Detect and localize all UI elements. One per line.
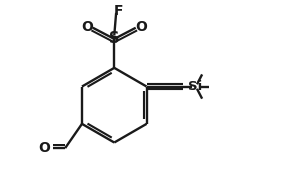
Text: O: O xyxy=(82,20,93,34)
Text: F: F xyxy=(114,4,124,18)
Text: S: S xyxy=(109,31,119,46)
Text: Si: Si xyxy=(188,80,202,93)
Text: O: O xyxy=(135,20,147,34)
Text: O: O xyxy=(38,141,50,155)
